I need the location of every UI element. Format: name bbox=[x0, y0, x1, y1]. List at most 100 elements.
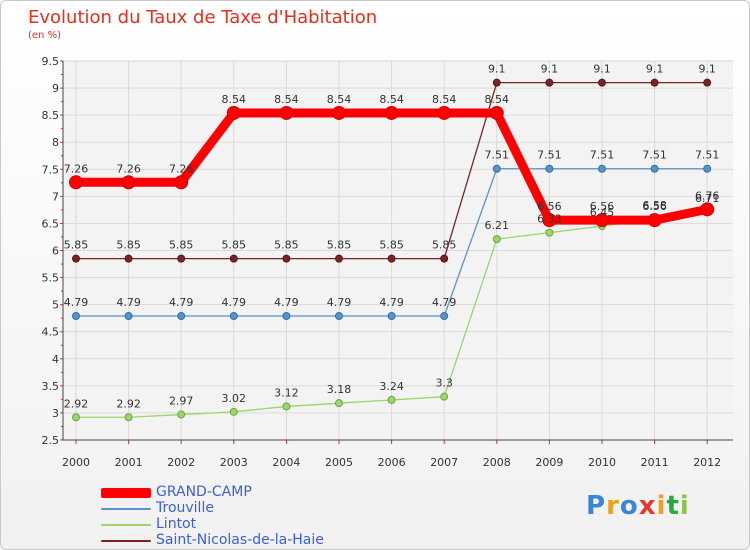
data-point-trouville bbox=[124, 312, 133, 321]
legend-label: Trouville bbox=[156, 500, 214, 516]
data-point-saint-nicolas-de-la-haie bbox=[335, 254, 343, 263]
data-label-grand-camp: 6.56 bbox=[642, 200, 667, 213]
data-point-saint-nicolas-de-la-haie bbox=[282, 254, 291, 263]
data-point-saint-nicolas-de-la-haie bbox=[650, 78, 659, 87]
legend-swatch bbox=[101, 540, 151, 542]
data-label-trouville: 7.51 bbox=[537, 149, 562, 162]
y-tick-label: 5 bbox=[52, 299, 59, 312]
logo-letter: x bbox=[638, 491, 657, 521]
y-tick-label: 2.5 bbox=[42, 434, 60, 447]
data-label-trouville: 4.79 bbox=[64, 296, 89, 309]
data-label-saint-nicolas-de-la-haie: 5.85 bbox=[64, 239, 89, 252]
data-point-grand-camp bbox=[437, 105, 452, 120]
data-label-lintot: 2.92 bbox=[116, 397, 141, 410]
x-tick-label: 2011 bbox=[641, 456, 669, 469]
y-tick-label: 4 bbox=[52, 353, 59, 366]
data-point-grand-camp bbox=[332, 105, 346, 120]
data-point-lintot bbox=[387, 395, 396, 404]
x-tick-label: 2006 bbox=[378, 456, 406, 469]
x-tick-label: 2003 bbox=[220, 456, 248, 469]
data-point-lintot bbox=[177, 410, 186, 419]
data-label-grand-camp: 6.56 bbox=[590, 200, 615, 213]
x-tick-label: 2000 bbox=[62, 456, 90, 469]
data-point-grand-camp bbox=[279, 105, 294, 120]
data-label-lintot: 2.97 bbox=[169, 395, 194, 408]
data-label-grand-camp: 7.26 bbox=[169, 162, 194, 175]
y-tick-label: 7 bbox=[52, 190, 59, 203]
data-point-saint-nicolas-de-la-haie bbox=[124, 254, 133, 263]
x-tick-label: 2005 bbox=[325, 456, 353, 469]
x-tick-label: 2009 bbox=[535, 456, 563, 469]
y-tick-label: 6.5 bbox=[42, 217, 60, 230]
data-label-saint-nicolas-de-la-haie: 5.85 bbox=[327, 239, 352, 252]
legend-swatch bbox=[101, 508, 151, 510]
data-point-saint-nicolas-de-la-haie bbox=[387, 254, 396, 263]
x-tick-label: 2004 bbox=[272, 456, 300, 469]
legend-label: Saint-Nicolas-de-la-Haie bbox=[156, 532, 324, 548]
data-point-lintot bbox=[440, 392, 449, 401]
data-label-saint-nicolas-de-la-haie: 9.1 bbox=[698, 63, 716, 76]
y-tick-label: 7.5 bbox=[42, 163, 60, 176]
data-point-trouville bbox=[650, 164, 659, 173]
data-label-grand-camp: 7.26 bbox=[64, 162, 89, 175]
data-point-saint-nicolas-de-la-haie bbox=[177, 254, 186, 263]
data-label-grand-camp: 6.56 bbox=[537, 200, 562, 213]
data-point-saint-nicolas-de-la-haie bbox=[72, 254, 80, 263]
chart-title: Evolution du Taux de Taxe d'Habitation bbox=[28, 7, 378, 28]
data-point-saint-nicolas-de-la-haie bbox=[703, 78, 712, 87]
data-point-trouville bbox=[545, 164, 554, 173]
data-label-lintot: 6.71 bbox=[695, 192, 720, 205]
logo-letter: i bbox=[679, 491, 690, 521]
proxiti-logo: Proxiti bbox=[586, 491, 690, 521]
data-point-saint-nicolas-de-la-haie bbox=[492, 78, 501, 87]
data-label-saint-nicolas-de-la-haie: 5.85 bbox=[116, 239, 141, 252]
data-point-lintot bbox=[124, 413, 133, 422]
data-label-trouville: 4.79 bbox=[379, 296, 404, 309]
data-point-grand-camp bbox=[542, 213, 557, 228]
x-tick-label: 2007 bbox=[430, 456, 458, 469]
data-label-trouville: 4.79 bbox=[432, 296, 457, 309]
data-point-grand-camp bbox=[121, 175, 136, 190]
data-point-lintot bbox=[229, 407, 238, 416]
data-label-saint-nicolas-de-la-haie: 9.1 bbox=[541, 63, 559, 76]
chart-subtitle: (en %) bbox=[28, 30, 61, 41]
legend-swatch bbox=[101, 488, 151, 498]
data-point-trouville bbox=[229, 312, 238, 321]
data-label-lintot: 6.58 bbox=[642, 199, 667, 212]
data-label-grand-camp: 6.76 bbox=[695, 189, 720, 202]
data-point-saint-nicolas-de-la-haie bbox=[440, 254, 449, 263]
data-label-saint-nicolas-de-la-haie: 9.1 bbox=[646, 63, 664, 76]
x-tick-label: 2002 bbox=[167, 456, 195, 469]
data-point-saint-nicolas-de-la-haie bbox=[229, 254, 238, 263]
data-label-grand-camp: 8.54 bbox=[222, 93, 247, 106]
data-label-trouville: 7.51 bbox=[642, 149, 667, 162]
y-tick-label: 5.5 bbox=[42, 272, 60, 285]
data-label-grand-camp: 8.54 bbox=[327, 93, 352, 106]
data-label-trouville: 7.51 bbox=[590, 149, 615, 162]
data-point-trouville bbox=[282, 312, 291, 321]
data-point-trouville bbox=[387, 312, 396, 321]
y-tick-label: 3.5 bbox=[42, 380, 60, 393]
logo-letter: P bbox=[586, 491, 607, 521]
data-label-saint-nicolas-de-la-haie: 5.85 bbox=[379, 239, 404, 252]
data-label-trouville: 7.51 bbox=[485, 149, 510, 162]
data-point-grand-camp bbox=[489, 105, 504, 120]
data-label-grand-camp: 8.54 bbox=[379, 93, 404, 106]
data-label-saint-nicolas-de-la-haie: 5.85 bbox=[169, 239, 194, 252]
legend-label: Lintot bbox=[156, 516, 197, 532]
data-point-grand-camp bbox=[700, 202, 715, 217]
x-tick-label: 2008 bbox=[483, 456, 511, 469]
data-label-lintot: 3.24 bbox=[379, 380, 404, 393]
data-label-trouville: 4.79 bbox=[274, 296, 299, 309]
logo-letter: o bbox=[619, 491, 639, 521]
legend-swatch bbox=[101, 524, 151, 526]
data-label-trouville: 4.79 bbox=[222, 296, 247, 309]
y-tick-label: 8 bbox=[52, 136, 59, 149]
legend-label: GRAND-CAMP bbox=[156, 484, 252, 500]
data-point-trouville bbox=[598, 164, 606, 173]
data-point-trouville bbox=[177, 312, 186, 321]
x-tick-label: 2001 bbox=[115, 456, 143, 469]
data-point-grand-camp bbox=[174, 175, 189, 190]
